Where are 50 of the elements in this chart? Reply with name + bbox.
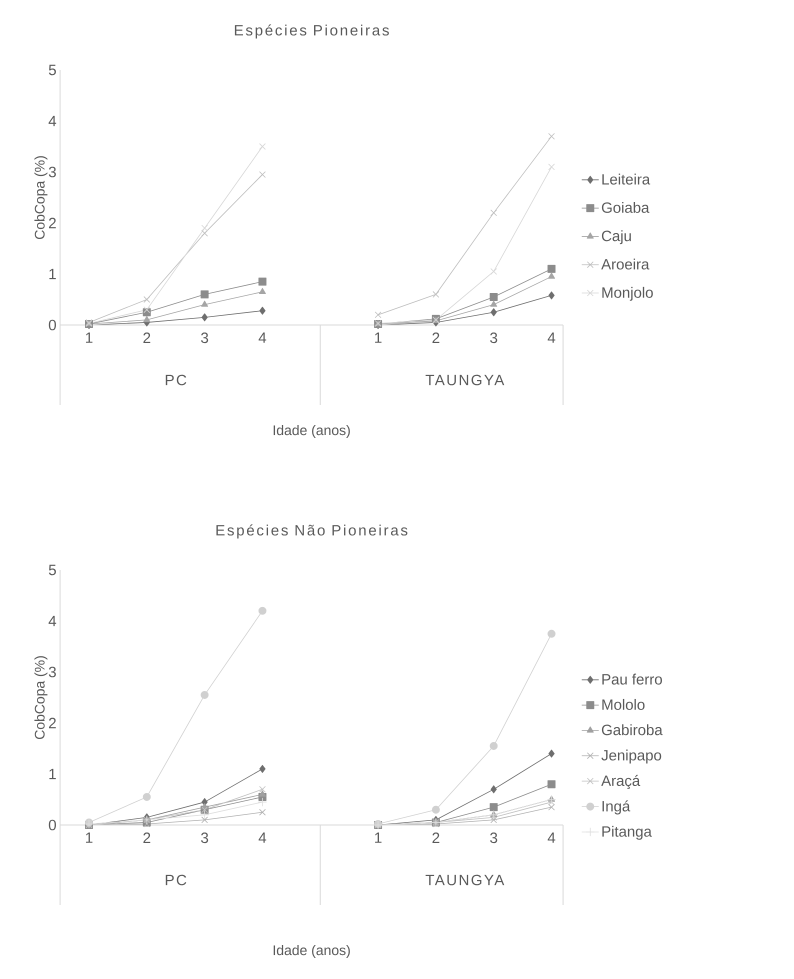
legend-label: Aroeira xyxy=(601,258,650,270)
y-axis-title: CobCopa (%) xyxy=(34,656,48,740)
x-tick-label: 4 xyxy=(548,832,556,843)
y-tick-label: 3 xyxy=(48,166,56,178)
text: TAUNGYA xyxy=(426,874,504,886)
y-tick-label: 4 xyxy=(48,116,56,126)
x-tick-label: 1 xyxy=(86,332,92,343)
legend-label: Leiteira xyxy=(602,174,650,185)
y-tick-label: 1 xyxy=(49,268,56,280)
text: PC xyxy=(166,374,186,386)
legend-label: Ingá xyxy=(602,800,630,814)
y-tick-label: 0 xyxy=(48,820,56,830)
x-tick-label: 4 xyxy=(548,332,556,343)
chart-title: Espécies Não Pioneiras xyxy=(216,524,408,539)
x-tick-label: 4 xyxy=(258,832,266,843)
y-tick-label: 5 xyxy=(48,564,56,576)
x-tick-label: 2 xyxy=(432,832,440,843)
y-tick-label: 1 xyxy=(49,768,56,780)
text: TAUNGYA xyxy=(426,374,504,386)
x-axis-title: Idade (anos) xyxy=(274,424,350,438)
x-tick-label: 1 xyxy=(86,832,92,843)
x-tick-label: 3 xyxy=(490,832,498,844)
legend-label: Mololo xyxy=(602,698,645,710)
legend-label: Araçá xyxy=(601,774,640,790)
y-tick-label: 0 xyxy=(48,320,56,330)
legend-label: Pitanga xyxy=(602,826,652,840)
x-axis-title: Idade (anos) xyxy=(274,944,350,958)
x-tick-label: 1 xyxy=(375,832,382,843)
x-tick-label: 2 xyxy=(143,332,150,343)
legend-label: Caju xyxy=(602,230,631,244)
x-tick-label: 3 xyxy=(201,832,208,844)
y-tick-label: 3 xyxy=(48,666,56,678)
legend-label: Monjolo xyxy=(602,286,653,301)
legend-label: Jenipapo xyxy=(601,750,662,764)
y-tick-label: 2 xyxy=(49,718,56,728)
legend-label: Pau ferro xyxy=(602,674,662,685)
x-tick-label: 2 xyxy=(143,832,150,843)
chart-title: Espécies Pioneiras xyxy=(234,24,389,39)
text: PC xyxy=(166,874,186,886)
y-axis-title: CobCopa (%) xyxy=(34,156,48,240)
y-tick-label: 4 xyxy=(48,616,56,626)
x-tick-label: 2 xyxy=(432,332,440,343)
x-tick-label: 3 xyxy=(490,332,498,344)
legend-label: Goiaba xyxy=(602,202,650,213)
x-tick-label: 1 xyxy=(375,332,382,343)
x-tick-label: 3 xyxy=(201,332,208,344)
x-tick-label: 4 xyxy=(258,332,266,343)
y-tick-label: 2 xyxy=(49,218,56,228)
legend-label: Gabiroba xyxy=(602,724,663,736)
y-tick-label: 5 xyxy=(48,64,56,76)
